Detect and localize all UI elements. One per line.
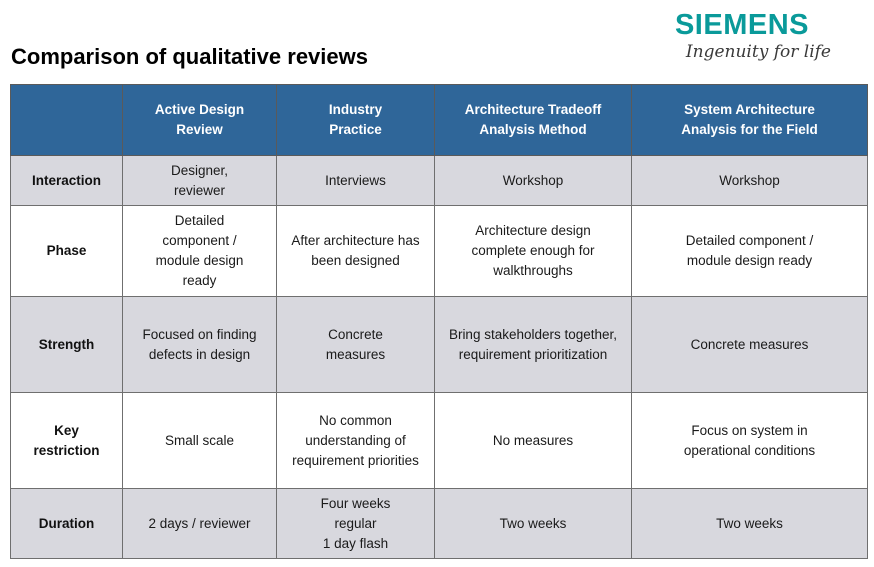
table-cell: Concrete measures <box>631 296 868 393</box>
logo-tagline: Ingenuity for life <box>685 42 831 62</box>
table-cell: Architecture design complete enough for … <box>434 205 632 297</box>
table-row-strength: Strength Focused on finding defects in d… <box>10 296 868 393</box>
table-cell: 2 days / reviewer <box>122 488 277 559</box>
table-cell: Two weeks <box>631 488 868 559</box>
table-row-duration: Duration 2 days / reviewer Four weeks re… <box>10 488 868 559</box>
header-atam: Architecture Tradeoff Analysis Method <box>434 84 632 156</box>
page-title: Comparison of qualitative reviews <box>11 44 368 69</box>
table-cell: After architecture has been designed <box>276 205 435 297</box>
table-cell: Small scale <box>122 392 277 489</box>
siemens-logo: SIEMENS Ingenuity for life <box>639 9 831 62</box>
table-cell: Interviews <box>276 155 435 206</box>
table-cell: Workshop <box>631 155 868 206</box>
table-cell: No common understanding of requirement p… <box>276 392 435 489</box>
row-label: Strength <box>10 296 123 393</box>
table-row-key-restriction: Key restriction Small scale No common un… <box>10 392 868 489</box>
comparison-table: Active Design Review Industry Practice A… <box>10 84 868 559</box>
header-active-design-review: Active Design Review <box>122 84 277 156</box>
row-label: Phase <box>10 205 123 297</box>
table-cell: Bring stakeholders together, requirement… <box>434 296 632 393</box>
table-cell: Detailed component / module design ready <box>631 205 868 297</box>
row-label: Interaction <box>10 155 123 206</box>
table-row-phase: Phase Detailed component / module design… <box>10 205 868 297</box>
table-cell: Focus on system in operational condition… <box>631 392 868 489</box>
header-corner <box>10 84 123 156</box>
table-row-interaction: Interaction Designer, reviewer Interview… <box>10 155 868 206</box>
table-cell: Concrete measures <box>276 296 435 393</box>
table-cell: Two weeks <box>434 488 632 559</box>
header-industry-practice: Industry Practice <box>276 84 435 156</box>
table-cell: Designer, reviewer <box>122 155 277 206</box>
table-cell: Workshop <box>434 155 632 206</box>
table-cell: No measures <box>434 392 632 489</box>
row-label: Duration <box>10 488 123 559</box>
table-cell: Four weeks regular 1 day flash <box>276 488 435 559</box>
logo-wordmark: SIEMENS <box>674 9 809 41</box>
table-cell: Focused on finding defects in design <box>122 296 277 393</box>
row-label: Key restriction <box>10 392 123 489</box>
table-header-row: Active Design Review Industry Practice A… <box>10 84 868 156</box>
header-system-architecture-analysis: System Architecture Analysis for the Fie… <box>631 84 868 156</box>
table-cell: Detailed component / module design ready <box>122 205 277 297</box>
